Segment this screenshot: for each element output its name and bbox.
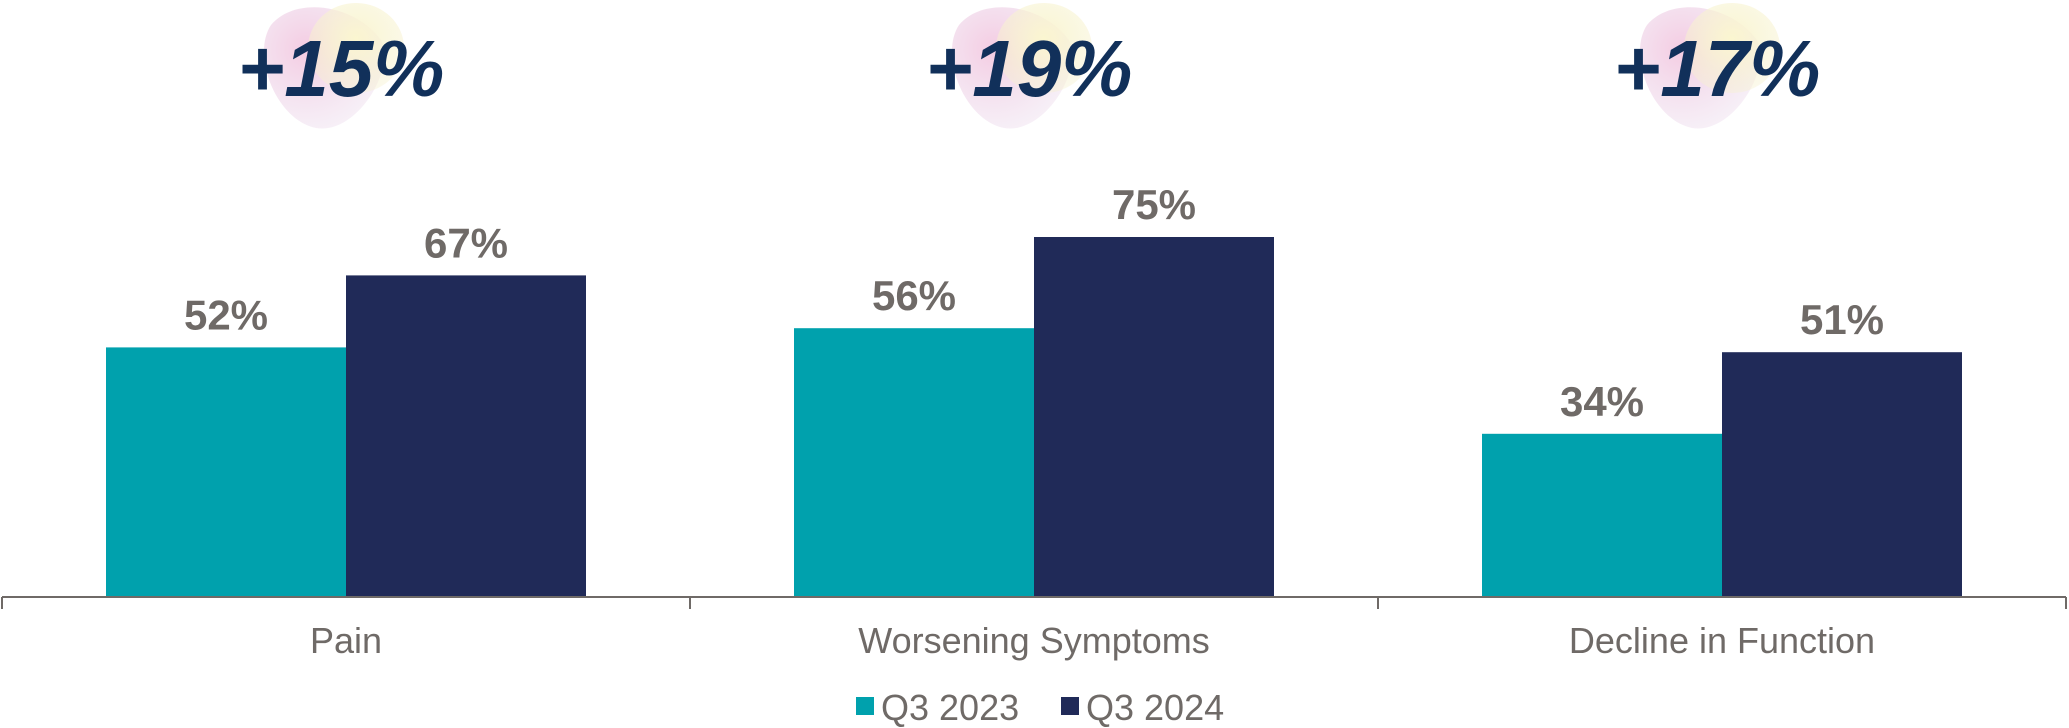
bar-q3-2024-2 [1722, 352, 1962, 597]
bar-q3-2023-1 [794, 328, 1034, 597]
legend-swatch [856, 697, 874, 715]
change-label: +17% [1614, 24, 1821, 113]
bar-q3-2024-0 [346, 275, 586, 597]
category-label: Pain [310, 620, 382, 661]
category-label: Decline in Function [1569, 620, 1875, 661]
data-label: 67% [424, 219, 508, 266]
data-label: 75% [1112, 181, 1196, 228]
bar-q3-2023-0 [106, 347, 346, 597]
legend-label: Q3 2024 [1086, 687, 1224, 728]
bar-q3-2024-1 [1034, 237, 1274, 597]
data-label: 34% [1560, 378, 1644, 425]
bar-q3-2023-2 [1482, 433, 1722, 597]
decorative-blob-icon [263, 3, 404, 129]
decorative-blob-icon [1639, 3, 1780, 129]
decorative-blob-icon [951, 3, 1092, 129]
change-label: +19% [926, 24, 1133, 113]
data-label: 51% [1800, 296, 1884, 343]
legend-swatch [1061, 697, 1079, 715]
legend-label: Q3 2023 [881, 687, 1019, 728]
category-label: Worsening Symptoms [858, 620, 1209, 661]
change-label: +15% [238, 24, 445, 113]
data-label: 52% [184, 291, 268, 338]
data-label: 56% [872, 272, 956, 319]
